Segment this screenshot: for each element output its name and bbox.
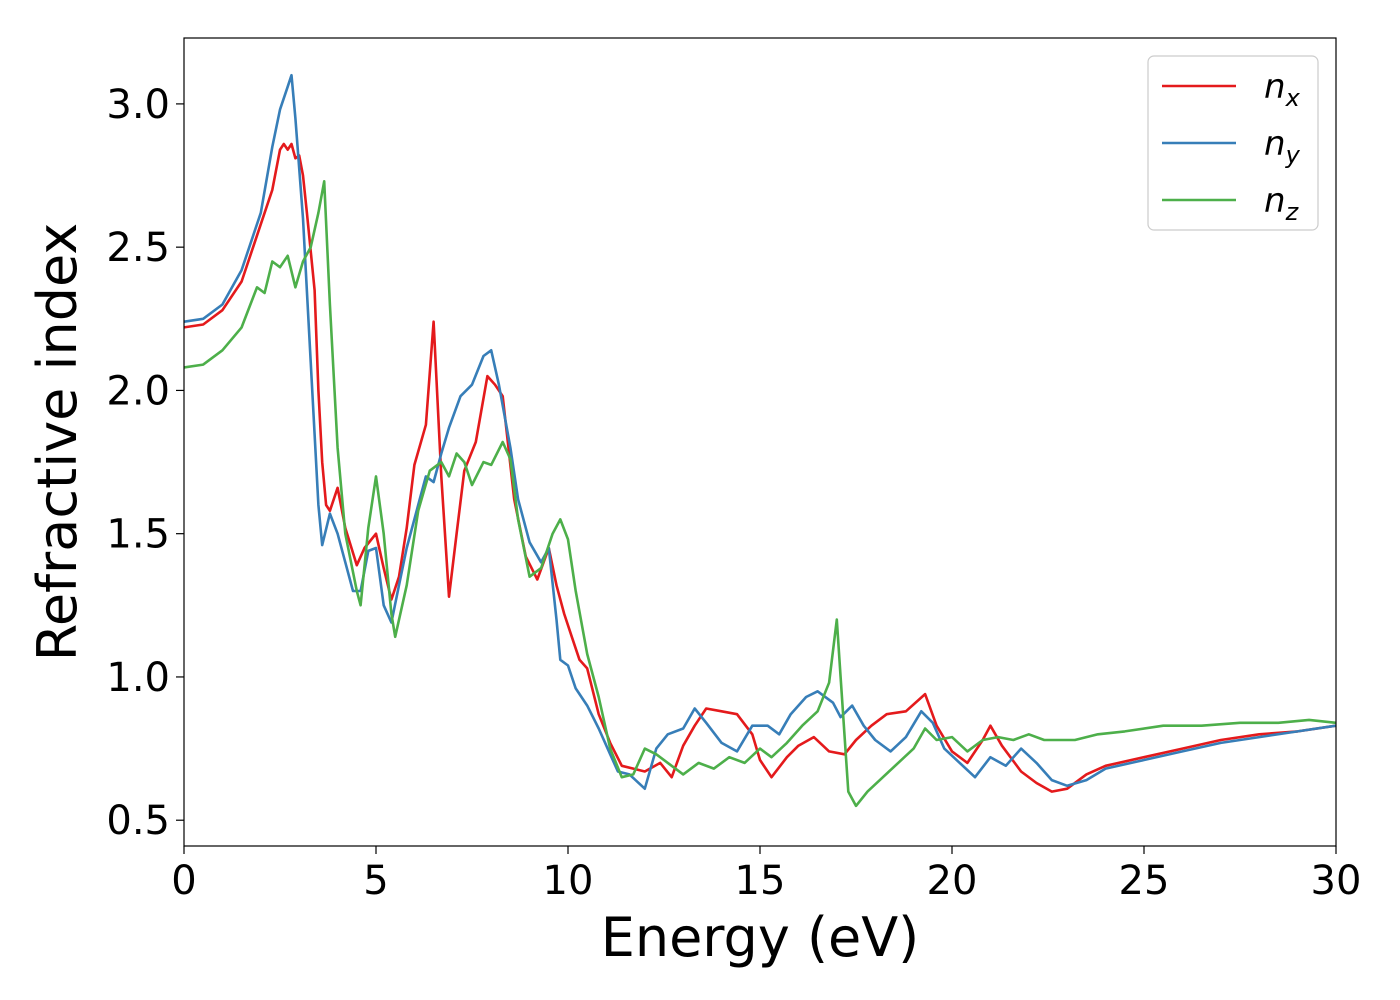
x-axis-label: Energy (eV) (601, 906, 920, 969)
x-axis: 0 5 10 15 20 25 30 (171, 846, 1361, 904)
x-tick-label: 20 (927, 858, 978, 904)
y-tick-label: 1.0 (106, 655, 170, 701)
series-line-nz (184, 180, 1336, 808)
x-tick-label: 15 (735, 858, 786, 904)
y-axis: 0.5 1.0 1.5 2.0 2.5 3.0 (106, 82, 184, 844)
legend-label-nz: nz (1264, 181, 1300, 226)
y-tick-label: 2.0 (106, 368, 170, 414)
y-tick-label: 1.5 (106, 512, 170, 558)
x-tick-label: 5 (363, 858, 388, 904)
y-tick-label: 0.5 (106, 798, 170, 844)
series-line-nx (184, 142, 1336, 793)
y-tick-label: 2.5 (106, 225, 170, 271)
y-axis-label: Refractive index (26, 223, 89, 662)
legend-label-nx: nx (1264, 67, 1301, 112)
x-tick-label: 25 (1119, 858, 1170, 904)
legend-label-ny: ny (1264, 124, 1301, 169)
x-tick-label: 10 (543, 858, 594, 904)
series-line-ny (184, 73, 1336, 790)
x-tick-label: 30 (1311, 858, 1362, 904)
legend: nx ny nz (1147, 55, 1319, 231)
y-tick-label: 3.0 (106, 82, 170, 128)
plot-lines (184, 73, 1336, 808)
x-tick-label: 0 (171, 858, 196, 904)
